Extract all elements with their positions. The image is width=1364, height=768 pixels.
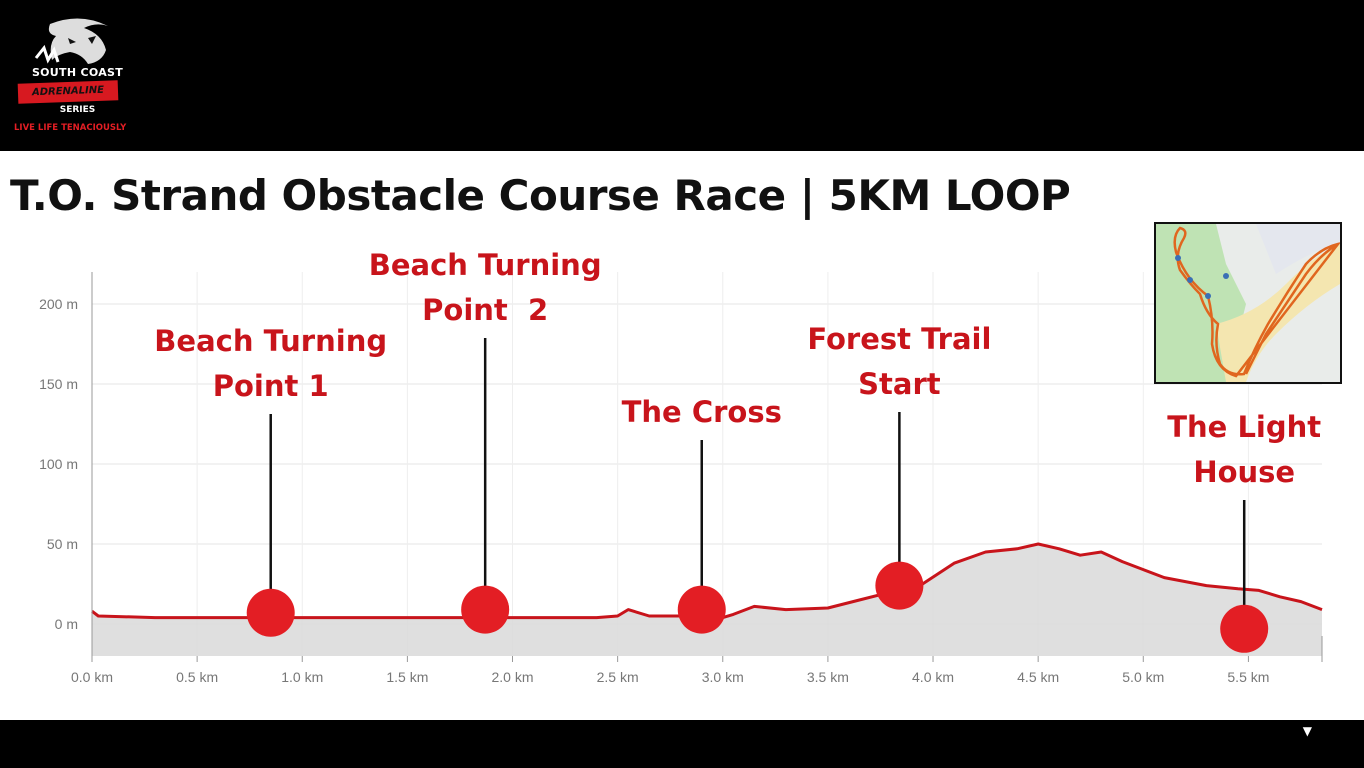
elevation-chart: 0 m 50 m 100 m 150 m 200 m 0.0 km 0.5 km 1.0 km… — [39, 248, 1323, 685]
race-series-logo: SOUTH COAST ADRENALINE SERIES LIVE LIFE … — [10, 14, 150, 139]
chart-title: T.O. Strand Obstacle Course Race | 5KM L… — [10, 171, 1071, 220]
y-tick-label: 200 m — [39, 296, 78, 312]
x-tick-label: 1.0 km — [281, 669, 323, 685]
x-tick-label: 5.5 km — [1227, 669, 1269, 685]
x-tick-label: 0.0 km — [71, 669, 113, 685]
x-tick-label: 2.0 km — [492, 669, 534, 685]
chart-panel: T.O. Strand Obstacle Course Race | 5KM L… — [0, 151, 1364, 720]
logo-series-text: SERIES — [59, 105, 96, 115]
poi-label: Start — [858, 367, 941, 401]
course-map-image — [1156, 224, 1340, 382]
poi-label: House — [1193, 455, 1295, 489]
x-tick-label: 2.5 km — [597, 669, 639, 685]
x-tick-label: 0.5 km — [176, 669, 218, 685]
poi-marker — [461, 585, 510, 634]
poi-marker — [1220, 604, 1269, 653]
poi-label: Point 2 — [422, 293, 548, 327]
y-tick-label: 150 m — [39, 376, 78, 392]
course-map-inset — [1154, 222, 1342, 384]
play-indicator-icon: ▼ — [1302, 724, 1312, 738]
x-tick-label: 4.0 km — [912, 669, 954, 685]
footer-bar: ▼ — [0, 720, 1364, 768]
poi-label: Point 1 — [213, 369, 329, 403]
logo-badge: ADRENALINE — [17, 80, 119, 104]
logo-brand-text: SOUTH COAST — [31, 66, 124, 79]
x-tick-label: 4.5 km — [1017, 669, 1059, 685]
y-tick-label: 50 m — [47, 536, 78, 552]
x-tick-label: 3.5 km — [807, 669, 849, 685]
y-tick-label: 0 m — [55, 616, 78, 632]
header-bar: SOUTH COAST ADRENALINE SERIES LIVE LIFE … — [0, 0, 1364, 151]
poi-label: Beach Turning — [369, 248, 602, 282]
y-tick-label: 100 m — [39, 456, 78, 472]
poi-label: Beach Turning — [154, 324, 387, 358]
axis-layer: 0 m 50 m 100 m 150 m 200 m 0.0 km 0.5 km 1.0 km… — [39, 272, 1323, 685]
x-tick-label: 3.0 km — [702, 669, 744, 685]
logo-tagline: LIVE LIFE TENACIOUSLY — [14, 123, 127, 133]
poi-label: The Cross — [622, 395, 782, 429]
poi-layer: Beach Turning Point 1 Beach Turning Point 2… — [154, 248, 1321, 653]
area-layer — [91, 542, 1323, 656]
poi-marker — [677, 585, 726, 634]
elevation-line — [91, 542, 1323, 620]
poi-marker — [246, 588, 295, 637]
poi-label: Forest Trail — [807, 322, 991, 356]
poi-marker — [875, 561, 924, 610]
warrior-mask-icon — [34, 18, 108, 64]
grid-layer — [91, 272, 1322, 656]
x-tick-label: 5.0 km — [1122, 669, 1164, 685]
x-tick-label: 1.5 km — [386, 669, 428, 685]
elevation-area — [92, 544, 1322, 656]
poi-label: The Light — [1167, 410, 1321, 444]
